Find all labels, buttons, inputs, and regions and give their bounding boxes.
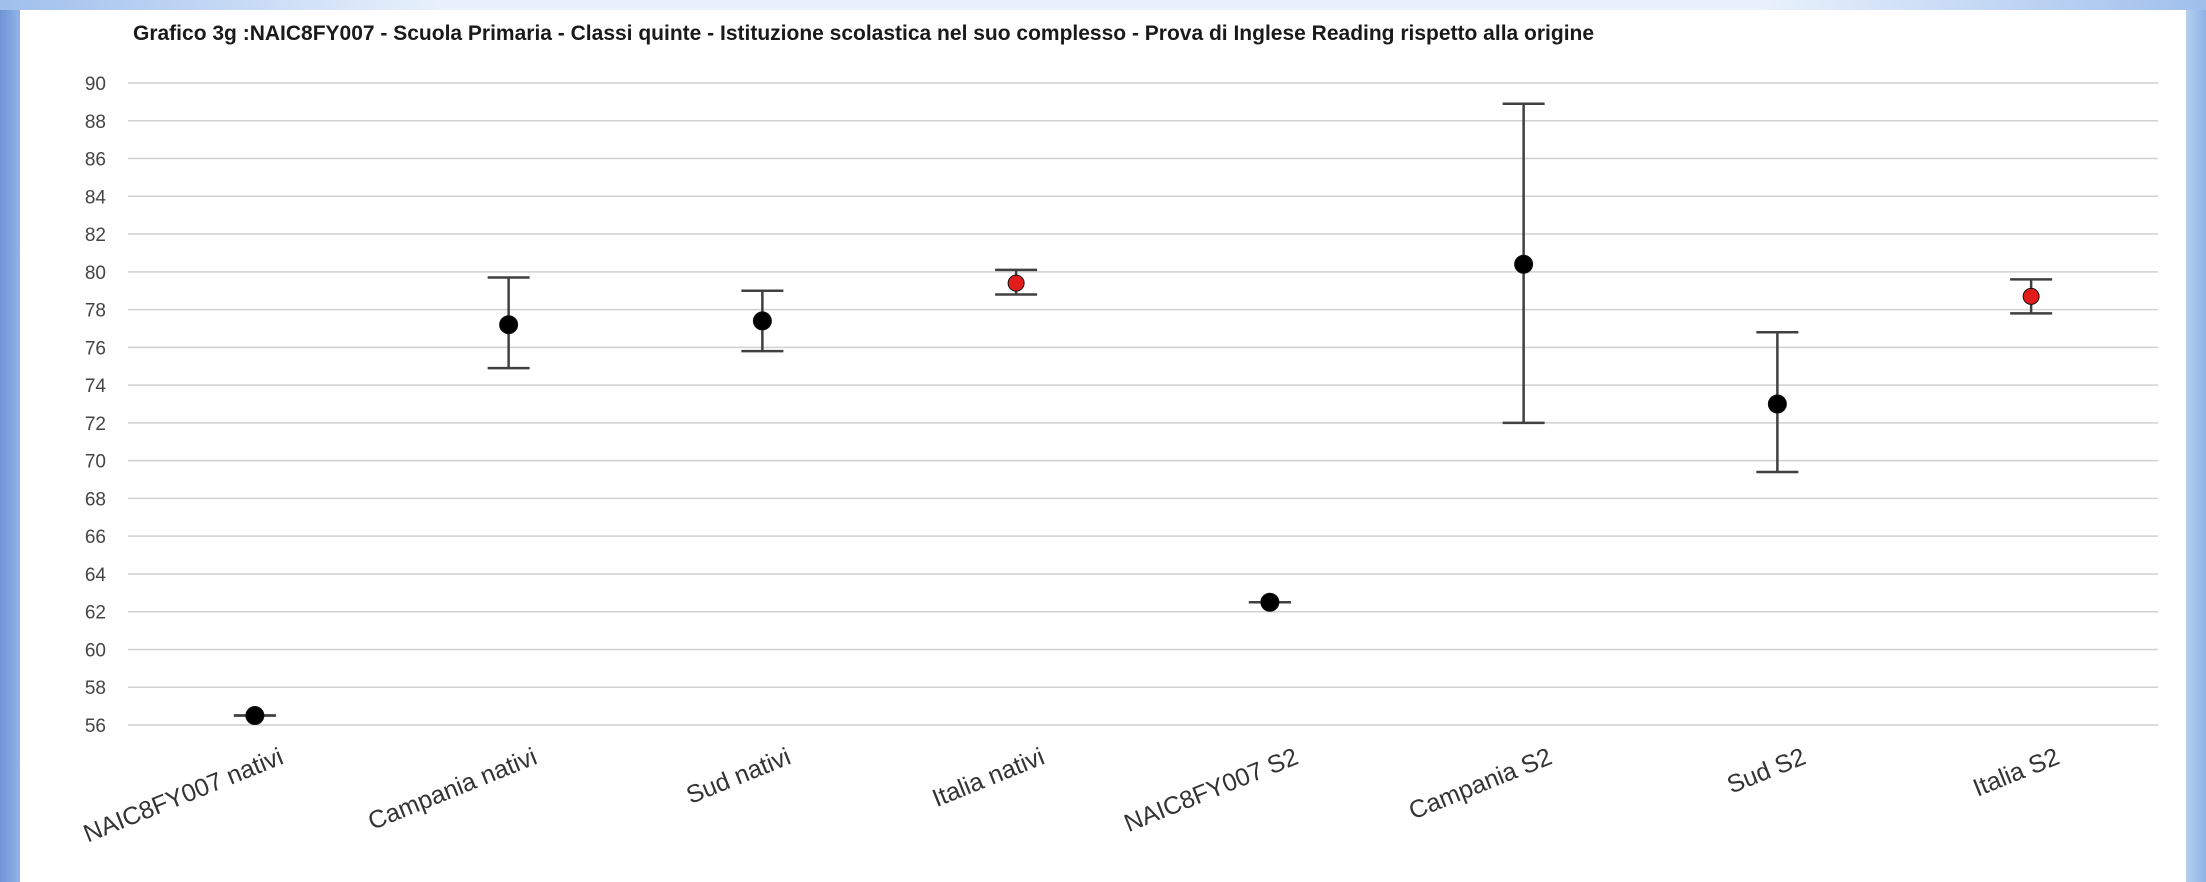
x-tick-label: Italia nativi [928,743,1048,813]
y-tick-label: 66 [85,527,106,548]
data-point [245,706,265,726]
y-tick-label: 60 [85,640,106,661]
y-axis-ticks: 56 58 60 62 64 66 68 70 72 74 76 78 80 82 84 86 88 90 [85,74,107,737]
data-point [2022,287,2040,305]
chart-frame [20,10,2186,882]
data-point [1260,592,1280,612]
x-tick-label: Campania S2 [1405,743,1556,826]
x-tick-label: Campania nativi [364,743,541,836]
y-tick-label: 82 [85,225,106,246]
x-tick-label: Sud nativi [682,743,794,810]
y-tick-label: 84 [85,187,107,208]
top-border [0,0,2206,10]
y-tick-label: 86 [85,150,106,171]
chart-title: Grafico 3g :NAIC8FY007 - Scuola Primaria… [133,22,1594,45]
data-points [245,254,2040,726]
data-point [499,315,519,335]
data-point [1007,274,1025,292]
y-tick-label: 88 [85,112,106,133]
y-tick-label: 58 [85,678,106,699]
y-tick-label: 68 [85,489,106,510]
y-tick-label: 64 [85,565,107,586]
data-point [1514,254,1534,274]
x-tick-label: NAIC8FY007 nativi [80,743,288,849]
y-tick-label: 74 [85,376,107,397]
x-tick-label: NAIC8FY007 S2 [1120,743,1302,838]
grid-lines [128,82,2158,726]
data-point [752,311,772,331]
x-tick-label: Sud S2 [1723,743,1810,800]
x-tick-label: Italia S2 [1969,743,2063,803]
y-tick-label: 76 [85,338,106,359]
y-tick-label: 62 [85,603,106,624]
data-point [1767,394,1787,414]
y-tick-label: 70 [85,452,106,473]
y-tick-label: 90 [85,74,106,95]
y-tick-label: 72 [85,414,106,435]
y-tick-label: 56 [85,716,106,737]
y-tick-label: 80 [85,263,106,284]
x-axis-ticks: NAIC8FY007 nativi Campania nativi Sud nati… [80,743,2064,849]
y-tick-label: 78 [85,301,106,322]
